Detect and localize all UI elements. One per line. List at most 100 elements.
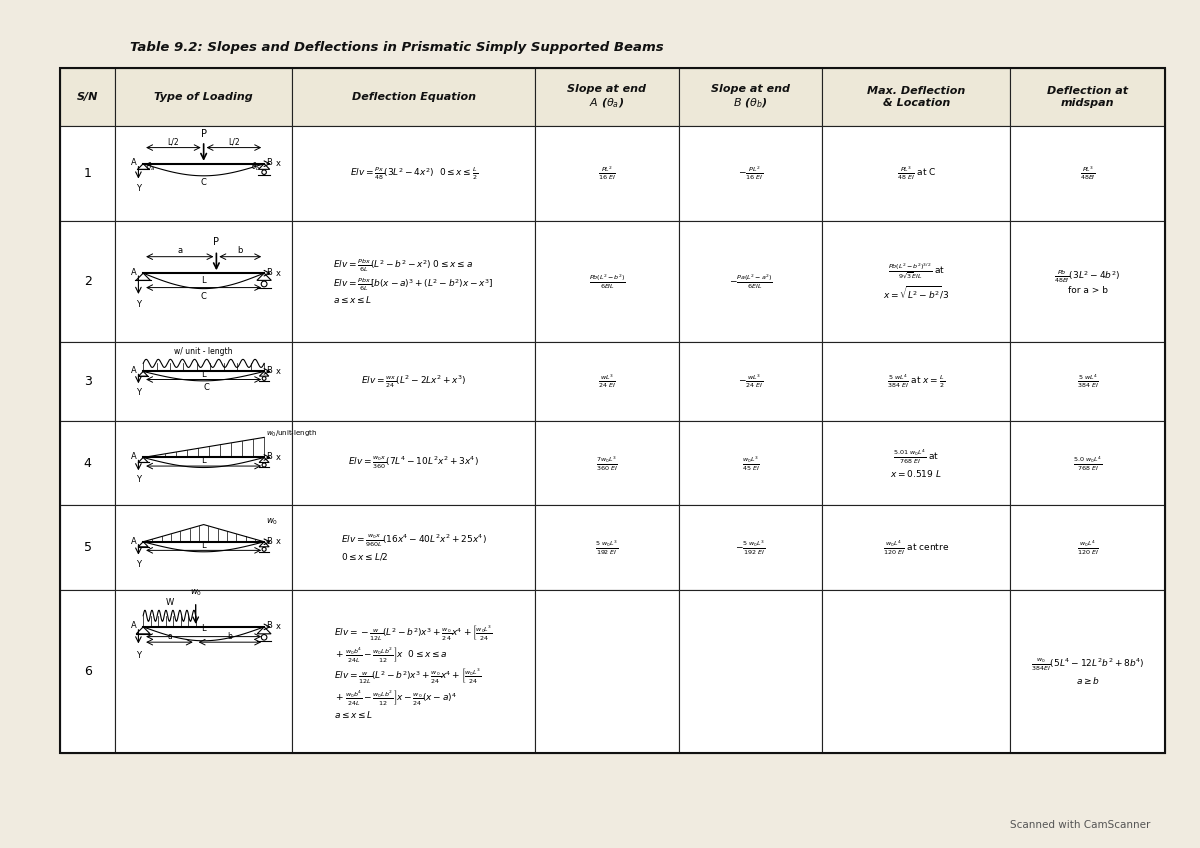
Bar bbox=[292, 220, 535, 342]
Bar bbox=[292, 68, 535, 126]
Text: $Elv=-\frac{w}{12L}(L^2-b^2)x^3+\frac{w_0}{24}x^4+\left[\frac{w_0L^3}{24}\right.: $Elv=-\frac{w}{12L}(L^2-b^2)x^3+\frac{w_… bbox=[334, 623, 493, 720]
Bar bbox=[60, 68, 115, 126]
Bar bbox=[1010, 68, 1165, 126]
Bar bbox=[822, 589, 1010, 753]
Bar bbox=[292, 505, 535, 589]
Bar bbox=[292, 421, 535, 505]
Text: $Elv=\frac{Pbx}{6L}(L^2-b^2-x^2)\ 0\leq x\leq a$
$Elv=\frac{Pbx}{6L}[b(x-a)^3+(L: $Elv=\frac{Pbx}{6L}(L^2-b^2-x^2)\ 0\leq … bbox=[334, 257, 494, 305]
Text: 6: 6 bbox=[84, 665, 91, 678]
Text: Table 9.2: Slopes and Deflections in Prismatic Simply Supported Beams: Table 9.2: Slopes and Deflections in Pri… bbox=[130, 42, 664, 54]
Bar bbox=[822, 421, 1010, 505]
Text: $\frac{PL^3}{48\ EI}$ at C: $\frac{PL^3}{48\ EI}$ at C bbox=[896, 165, 936, 182]
Text: $w_0$/unit-length: $w_0$/unit-length bbox=[265, 429, 317, 439]
Bar bbox=[1010, 220, 1165, 342]
Text: $Elv=\frac{Px}{48}(3L^2-4x^2)\ \ 0\leq x\leq \frac{L}{2}$: $Elv=\frac{Px}{48}(3L^2-4x^2)\ \ 0\leq x… bbox=[349, 165, 478, 181]
Bar bbox=[535, 68, 679, 126]
Text: L: L bbox=[202, 370, 206, 379]
Text: Slope at end
$B$ ($\theta_b$): Slope at end $B$ ($\theta_b$) bbox=[712, 84, 790, 109]
Text: A: A bbox=[131, 621, 137, 630]
Text: $-\frac{PL^2}{16\ EI}$: $-\frac{PL^2}{16\ EI}$ bbox=[738, 165, 763, 182]
Bar bbox=[60, 342, 115, 421]
Bar bbox=[115, 421, 292, 505]
Bar bbox=[60, 126, 115, 220]
Bar bbox=[292, 126, 535, 220]
Bar bbox=[60, 220, 115, 342]
Text: A: A bbox=[131, 268, 137, 276]
Text: L: L bbox=[202, 540, 206, 550]
Text: a: a bbox=[178, 246, 182, 254]
Text: $-\frac{wL^3}{24\ EI}$: $-\frac{wL^3}{24\ EI}$ bbox=[738, 373, 763, 390]
Text: Scanned with CamScanner: Scanned with CamScanner bbox=[1009, 820, 1150, 830]
Text: P: P bbox=[200, 129, 206, 139]
Text: $\frac{7w_0L^3}{360\ EI}$: $\frac{7w_0L^3}{360\ EI}$ bbox=[596, 454, 618, 472]
Text: x: x bbox=[275, 367, 281, 376]
Text: W: W bbox=[166, 598, 174, 606]
Text: b: b bbox=[238, 246, 242, 254]
Text: 5: 5 bbox=[84, 541, 91, 554]
Text: w/ unit - length: w/ unit - length bbox=[174, 347, 233, 356]
Bar bbox=[679, 220, 822, 342]
Text: $\frac{w_0L^4}{120\ EI}$ at centre: $\frac{w_0L^4}{120\ EI}$ at centre bbox=[883, 538, 949, 557]
Bar bbox=[535, 505, 679, 589]
Text: $w_0$: $w_0$ bbox=[190, 587, 202, 598]
Bar bbox=[115, 126, 292, 220]
Text: x: x bbox=[275, 538, 281, 546]
Text: $\frac{w_0L^3}{45\ EI}$: $\frac{w_0L^3}{45\ EI}$ bbox=[742, 454, 760, 472]
Bar bbox=[1010, 421, 1165, 505]
Bar bbox=[60, 421, 115, 505]
Text: $\theta_a$: $\theta_a$ bbox=[146, 160, 156, 173]
Text: x: x bbox=[275, 453, 281, 462]
Text: A: A bbox=[131, 537, 137, 545]
Bar bbox=[60, 505, 115, 589]
Text: B: B bbox=[265, 159, 271, 167]
Bar bbox=[115, 220, 292, 342]
Text: Y: Y bbox=[136, 300, 140, 309]
Bar bbox=[535, 126, 679, 220]
Text: Y: Y bbox=[136, 650, 140, 660]
Bar bbox=[292, 589, 535, 753]
Bar bbox=[115, 589, 292, 753]
Text: L/2: L/2 bbox=[168, 137, 179, 147]
Bar bbox=[292, 342, 535, 421]
Text: 4: 4 bbox=[84, 457, 91, 470]
Bar bbox=[822, 220, 1010, 342]
Text: $-\frac{Pa(L^2-a^2)}{6EIL}$: $-\frac{Pa(L^2-a^2)}{6EIL}$ bbox=[728, 272, 773, 291]
Text: B: B bbox=[265, 537, 271, 545]
Bar bbox=[1010, 589, 1165, 753]
Bar bbox=[822, 342, 1010, 421]
Text: A: A bbox=[131, 159, 137, 167]
Bar bbox=[535, 589, 679, 753]
Text: $\frac{5\ w_0L^3}{192\ EI}$: $\frac{5\ w_0L^3}{192\ EI}$ bbox=[595, 538, 618, 557]
Text: A: A bbox=[131, 452, 137, 461]
Text: $\frac{Pb}{48EI}(3L^2-4b^2)$
for a > b: $\frac{Pb}{48EI}(3L^2-4b^2)$ for a > b bbox=[1055, 268, 1121, 295]
Bar bbox=[535, 421, 679, 505]
Text: 3: 3 bbox=[84, 375, 91, 388]
Text: $\frac{Pb(L^2-b^2)}{6EIL}$: $\frac{Pb(L^2-b^2)}{6EIL}$ bbox=[588, 272, 625, 291]
Text: x: x bbox=[275, 269, 281, 277]
Text: Y: Y bbox=[136, 388, 140, 397]
Text: $w_0$: $w_0$ bbox=[265, 516, 278, 527]
Bar bbox=[679, 126, 822, 220]
Text: C: C bbox=[200, 292, 206, 301]
Text: $\frac{Pb(L^2-b^2)^{3/2}}{9\sqrt{3}EIL}$ at
$x=\sqrt{L^2-b^2}/3$: $\frac{Pb(L^2-b^2)^{3/2}}{9\sqrt{3}EIL}$… bbox=[883, 262, 950, 301]
Text: $Elv=\frac{w_0x}{960L}(16x^4-40L^2x^2+25x^4)$
$0\leq x\leq L/2$: $Elv=\frac{w_0x}{960L}(16x^4-40L^2x^2+25… bbox=[341, 533, 486, 562]
Text: Max. Deflection
& Location: Max. Deflection & Location bbox=[868, 86, 966, 108]
Text: a: a bbox=[167, 633, 172, 641]
Text: 1: 1 bbox=[84, 167, 91, 180]
Text: B: B bbox=[265, 366, 271, 376]
Text: x: x bbox=[275, 159, 281, 168]
Text: P: P bbox=[214, 237, 220, 248]
Bar bbox=[679, 421, 822, 505]
Bar bbox=[1010, 505, 1165, 589]
Text: L: L bbox=[202, 456, 206, 466]
Text: $\frac{5\ wL^4}{384\ EI}$ at $x=\frac{L}{2}$: $\frac{5\ wL^4}{384\ EI}$ at $x=\frac{L}… bbox=[887, 373, 946, 390]
Text: Deflection at
midspan: Deflection at midspan bbox=[1048, 86, 1128, 108]
Text: B: B bbox=[265, 268, 271, 276]
Text: Y: Y bbox=[136, 560, 140, 569]
Text: $\frac{5.01\ w_0L^4}{768\ EI}$ at
$x=0.519\ L$: $\frac{5.01\ w_0L^4}{768\ EI}$ at $x=0.5… bbox=[890, 448, 942, 479]
Text: A: A bbox=[131, 366, 137, 376]
Bar bbox=[115, 342, 292, 421]
Text: $\frac{PL^2}{16\ EI}$: $\frac{PL^2}{16\ EI}$ bbox=[598, 165, 616, 182]
Bar bbox=[535, 342, 679, 421]
Text: $\frac{wL^3}{24\ EI}$: $\frac{wL^3}{24\ EI}$ bbox=[598, 373, 616, 390]
